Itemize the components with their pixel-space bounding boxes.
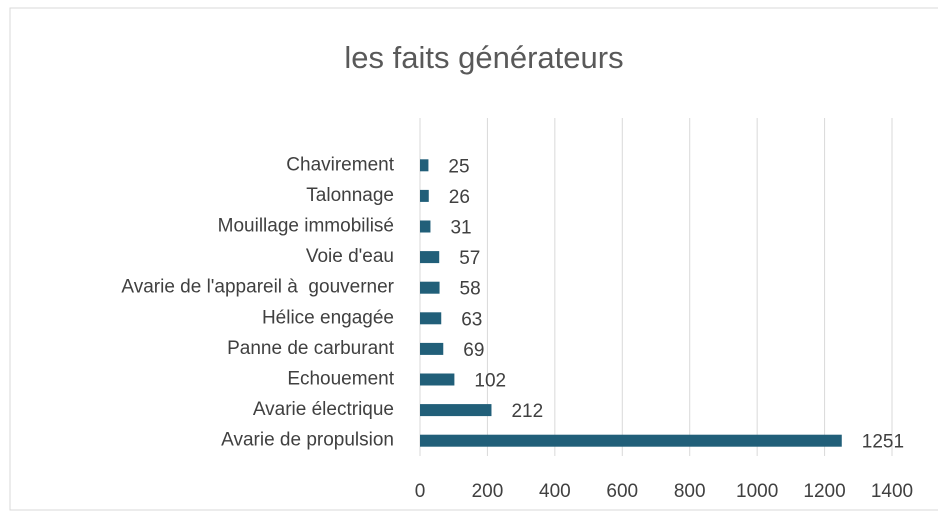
y-tick-label: Mouillage immobilisé (218, 216, 394, 237)
bar (420, 251, 440, 264)
chart-border (9, 7, 938, 511)
chart-title: les faits générateurs (344, 40, 623, 75)
data-label: 212 (511, 401, 543, 422)
y-tick-label: Echouement (287, 369, 394, 390)
x-tick-label: 1400 (871, 481, 913, 502)
bar (420, 220, 431, 233)
bar (420, 189, 429, 202)
x-tick-label: 200 (472, 481, 504, 502)
data-label: 69 (463, 340, 484, 361)
data-label: 31 (450, 218, 471, 239)
x-tick-label: 0 (415, 481, 426, 502)
x-tick-label: 400 (539, 481, 571, 502)
bar (420, 312, 442, 325)
x-tick-label: 1000 (736, 481, 778, 502)
y-tick-label: Panne de carburant (227, 338, 395, 359)
data-label: 1251 (862, 432, 904, 453)
y-tick-label: Avarie de propulsion (221, 430, 394, 451)
data-label: 58 (460, 279, 481, 300)
y-tick-label: Chavirement (286, 154, 394, 175)
x-tick-label: 600 (606, 481, 638, 502)
data-label: 25 (448, 156, 469, 177)
bar (420, 342, 444, 355)
bar (420, 404, 492, 417)
x-tick-label: 1200 (803, 481, 845, 502)
y-tick-label: Avarie de l'appareil à gouverner (121, 277, 394, 298)
data-label: 57 (459, 248, 480, 269)
bar (420, 281, 440, 294)
y-tick-label: Avarie électrique (253, 399, 394, 420)
data-label: 102 (474, 371, 506, 392)
bar (420, 434, 842, 447)
data-label: 63 (461, 309, 482, 330)
y-tick-label: Hélice engagée (262, 307, 394, 328)
x-tick-label: 800 (674, 481, 706, 502)
bar (420, 373, 455, 386)
y-tick-label: Talonnage (306, 185, 394, 206)
bar (420, 159, 429, 172)
data-label: 26 (449, 187, 470, 208)
y-tick-label: Voie d'eau (306, 246, 394, 267)
